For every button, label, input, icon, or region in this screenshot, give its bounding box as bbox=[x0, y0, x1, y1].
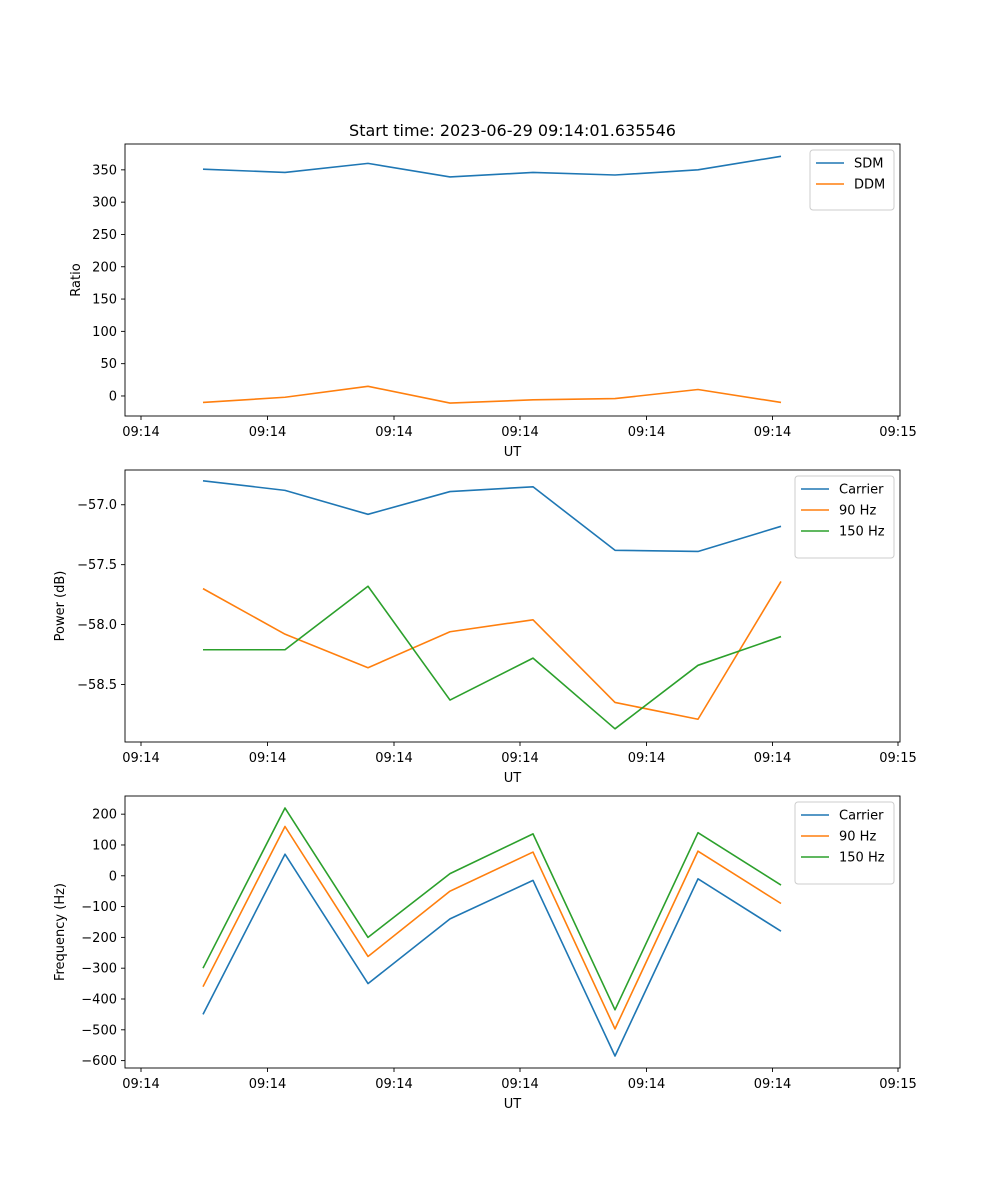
legend-label: 150 Hz bbox=[839, 525, 885, 540]
legend: Carrier 90 Hz 150 Hz bbox=[794, 801, 895, 885]
axes-frame bbox=[124, 795, 901, 1069]
y-tick-label: −400 bbox=[81, 992, 117, 1007]
y-tick-label: 100 bbox=[92, 838, 117, 853]
legend: SDM DDM bbox=[809, 149, 895, 211]
x-tick-label: 09:14 bbox=[375, 751, 412, 766]
x-tick-label: 09:14 bbox=[122, 1077, 159, 1092]
legend-label: Carrier bbox=[839, 809, 884, 824]
y-tick-label: −58.0 bbox=[77, 618, 117, 633]
x-tick-label: 09:14 bbox=[122, 425, 159, 440]
series-line-ddm bbox=[202, 385, 782, 404]
chart-panel-3: 09:14 09:14 09:14 09:14 09:14 09:14 09:15 −600 −… bbox=[53, 795, 917, 1112]
legend-label: 150 Hz bbox=[839, 851, 885, 866]
legend-box bbox=[794, 801, 895, 885]
y-tick-label: 300 bbox=[92, 196, 117, 211]
legend-box bbox=[809, 149, 895, 211]
y-tick-label: −100 bbox=[81, 900, 117, 915]
series-line-carrier bbox=[202, 853, 782, 1057]
legend-label: DDM bbox=[854, 178, 885, 193]
axes-frame bbox=[124, 143, 901, 417]
y-tick-label: 0 bbox=[109, 389, 117, 404]
legend-label: 90 Hz bbox=[839, 504, 876, 519]
y-tick-label: −200 bbox=[81, 931, 117, 946]
legend: Carrier 90 Hz 150 Hz bbox=[794, 475, 895, 559]
x-tick-label: 09:14 bbox=[122, 751, 159, 766]
x-axis-label: UT bbox=[504, 1097, 522, 1112]
series-line-carrier bbox=[202, 479, 782, 553]
x-tick-label: 09:14 bbox=[249, 425, 286, 440]
x-tick-label: 09:15 bbox=[879, 1077, 916, 1092]
y-tick-label: −300 bbox=[81, 962, 117, 977]
chart-panel-2: 09:14 09:14 09:14 09:14 09:14 09:14 09:15 −58.5… bbox=[53, 469, 917, 786]
legend-label: 90 Hz bbox=[839, 830, 876, 845]
y-tick-label: 350 bbox=[92, 163, 117, 178]
legend-label: Carrier bbox=[839, 483, 884, 498]
x-tick-label: 09:14 bbox=[628, 1077, 665, 1092]
x-tick-label: 09:14 bbox=[628, 751, 665, 766]
series-line-90-hz bbox=[202, 581, 782, 721]
x-tick-label: 09:14 bbox=[501, 751, 538, 766]
x-tick-label: 09:14 bbox=[628, 425, 665, 440]
y-tick-label: −57.5 bbox=[77, 558, 117, 573]
x-tick-label: 09:14 bbox=[501, 1077, 538, 1092]
x-tick-label: 09:14 bbox=[501, 425, 538, 440]
x-axis-label: UT bbox=[504, 771, 522, 786]
y-tick-label: −57.0 bbox=[77, 498, 117, 513]
x-tick-label: 09:14 bbox=[249, 1077, 286, 1092]
y-axis-label: Frequency (Hz) bbox=[53, 883, 68, 981]
x-tick-label: 09:15 bbox=[879, 751, 916, 766]
legend-box bbox=[794, 475, 895, 559]
chart-panel-1: 09:14 09:14 09:14 09:14 09:14 09:14 09:15 0 50 10… bbox=[69, 143, 917, 460]
x-tick-label: 09:14 bbox=[754, 1077, 791, 1092]
series-line-sdm bbox=[202, 155, 782, 178]
y-tick-label: 250 bbox=[92, 228, 117, 243]
axes-frame bbox=[124, 469, 901, 743]
series-line-150-hz bbox=[203, 585, 782, 730]
y-tick-label: 100 bbox=[92, 325, 117, 340]
x-tick-label: 09:14 bbox=[754, 751, 791, 766]
y-tick-label: 200 bbox=[92, 260, 117, 275]
y-tick-label: 150 bbox=[92, 293, 117, 308]
x-tick-label: 09:14 bbox=[375, 425, 412, 440]
y-tick-label: 200 bbox=[92, 808, 117, 823]
x-tick-label: 09:14 bbox=[249, 751, 286, 766]
series-line-150-hz bbox=[202, 807, 782, 1011]
x-tick-label: 09:14 bbox=[754, 425, 791, 440]
x-tick-label: 09:15 bbox=[879, 425, 916, 440]
y-tick-label: 50 bbox=[100, 357, 117, 372]
legend-label: SDM bbox=[854, 157, 883, 172]
y-tick-label: 0 bbox=[109, 869, 117, 884]
y-tick-label: −500 bbox=[81, 1023, 117, 1038]
y-tick-label: −58.5 bbox=[77, 678, 117, 693]
x-axis-label: UT bbox=[504, 445, 522, 460]
y-tick-label: −600 bbox=[81, 1054, 117, 1069]
chart-title: Start time: 2023-06-29 09:14:01.635546 bbox=[349, 121, 676, 140]
y-axis-label: Ratio bbox=[69, 263, 84, 296]
series-line-90-hz bbox=[202, 825, 782, 1030]
y-axis-label: Power (dB) bbox=[53, 571, 68, 642]
x-tick-label: 09:14 bbox=[375, 1077, 412, 1092]
